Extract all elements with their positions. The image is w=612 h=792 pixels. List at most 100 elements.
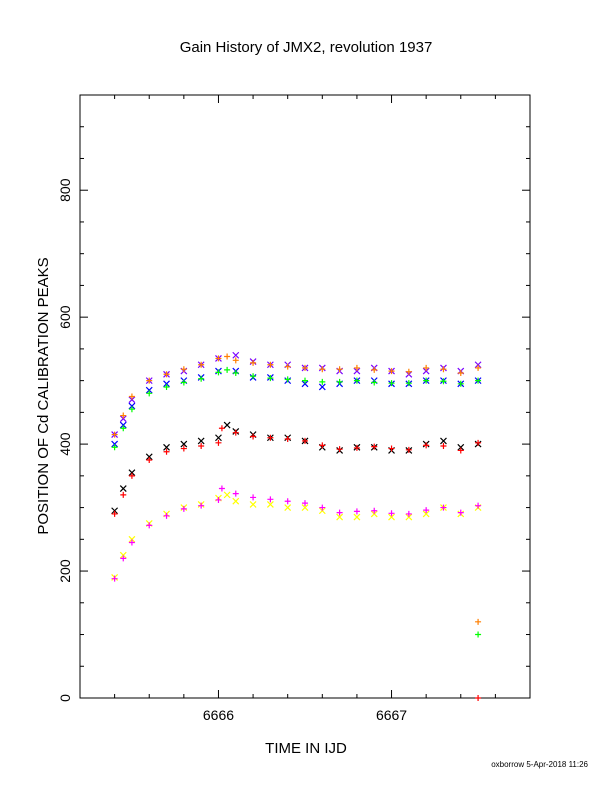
data-point <box>423 442 430 449</box>
data-point <box>457 447 464 454</box>
data-point <box>120 491 127 498</box>
series-6 <box>111 491 482 581</box>
x-axis-label: TIME IN IJD <box>265 740 347 757</box>
data-point <box>267 361 274 368</box>
data-point <box>422 510 430 518</box>
data-point <box>353 508 360 515</box>
data-point <box>250 373 257 380</box>
x-tick-label: 6667 <box>376 707 407 723</box>
data-point <box>146 390 153 397</box>
data-point <box>423 364 430 371</box>
data-point <box>145 453 153 461</box>
series-4 <box>111 421 482 515</box>
data-point <box>128 535 136 543</box>
data-point <box>218 425 225 432</box>
data-point <box>111 440 119 448</box>
data-point <box>423 377 430 384</box>
data-point <box>146 522 153 529</box>
data-point <box>163 371 170 378</box>
data-point <box>475 364 482 371</box>
data-point <box>457 443 465 451</box>
data-point <box>111 507 119 515</box>
data-point <box>319 442 326 449</box>
data-point <box>319 504 326 511</box>
data-point <box>405 368 412 375</box>
data-point <box>198 502 205 509</box>
ticks <box>80 94 530 699</box>
data-point <box>232 497 240 505</box>
data-point <box>319 366 326 373</box>
data-point <box>284 363 291 370</box>
data-point <box>371 366 378 373</box>
data-point <box>440 366 447 373</box>
data-point <box>475 439 482 446</box>
data-point <box>336 366 343 373</box>
series-5 <box>111 425 482 517</box>
data-point <box>388 368 395 375</box>
footer-timestamp: oxborrow 5-Apr-2018 11:26 <box>491 760 588 769</box>
data-point <box>215 355 222 362</box>
data-point <box>215 496 222 503</box>
data-point <box>180 505 187 512</box>
data-point <box>267 375 274 382</box>
y-axis-label: POSITION OF Cd CALIBRATION PEAKS <box>35 257 52 534</box>
data-point <box>440 504 447 511</box>
data-point <box>232 351 240 359</box>
data-point <box>475 377 482 384</box>
data-point <box>224 353 231 360</box>
tick-labels: 0 200 400 600 800 6666 6667 <box>57 178 407 723</box>
series-10 <box>475 695 482 701</box>
data-point <box>120 425 127 432</box>
data-point <box>215 369 222 376</box>
data-point <box>198 443 205 450</box>
data-point <box>284 436 291 443</box>
data-point <box>111 575 118 582</box>
data-point <box>128 393 135 400</box>
data-point <box>119 551 127 559</box>
data-point <box>353 513 361 521</box>
data-point <box>475 631 482 638</box>
data-point <box>215 434 222 442</box>
data-point <box>250 433 257 440</box>
data-point <box>163 512 170 519</box>
data-point <box>302 437 308 444</box>
data-point <box>336 509 343 516</box>
data-point <box>388 513 395 521</box>
data-point <box>440 443 447 450</box>
data-point <box>180 440 188 448</box>
data-marks <box>111 351 482 701</box>
data-point <box>284 376 291 383</box>
data-point <box>180 379 187 386</box>
data-point <box>301 504 309 512</box>
data-point <box>163 448 170 455</box>
data-point <box>224 366 231 373</box>
series-7 <box>111 485 482 582</box>
data-point <box>180 366 187 373</box>
data-point <box>302 500 308 507</box>
data-point <box>266 500 274 508</box>
data-point <box>232 357 239 364</box>
series-8 <box>475 618 482 625</box>
data-point <box>353 444 360 451</box>
data-point <box>128 406 135 413</box>
chart-title: Gain History of JMX2, revolution 1937 <box>180 39 433 56</box>
data-point <box>111 431 118 438</box>
y-tick-label: 200 <box>57 559 73 583</box>
data-point <box>371 507 378 514</box>
data-point <box>440 437 447 445</box>
data-point <box>318 507 326 515</box>
data-point <box>457 370 464 377</box>
data-point <box>318 383 326 391</box>
data-point <box>405 380 412 387</box>
data-point <box>284 498 291 505</box>
data-point <box>232 490 239 497</box>
data-point <box>267 496 274 503</box>
data-point <box>474 361 482 369</box>
data-point <box>457 380 464 387</box>
data-point <box>223 421 231 429</box>
data-point <box>457 509 464 516</box>
data-point <box>336 378 343 385</box>
data-point <box>302 364 308 371</box>
data-point <box>475 618 482 625</box>
data-point <box>146 377 153 384</box>
